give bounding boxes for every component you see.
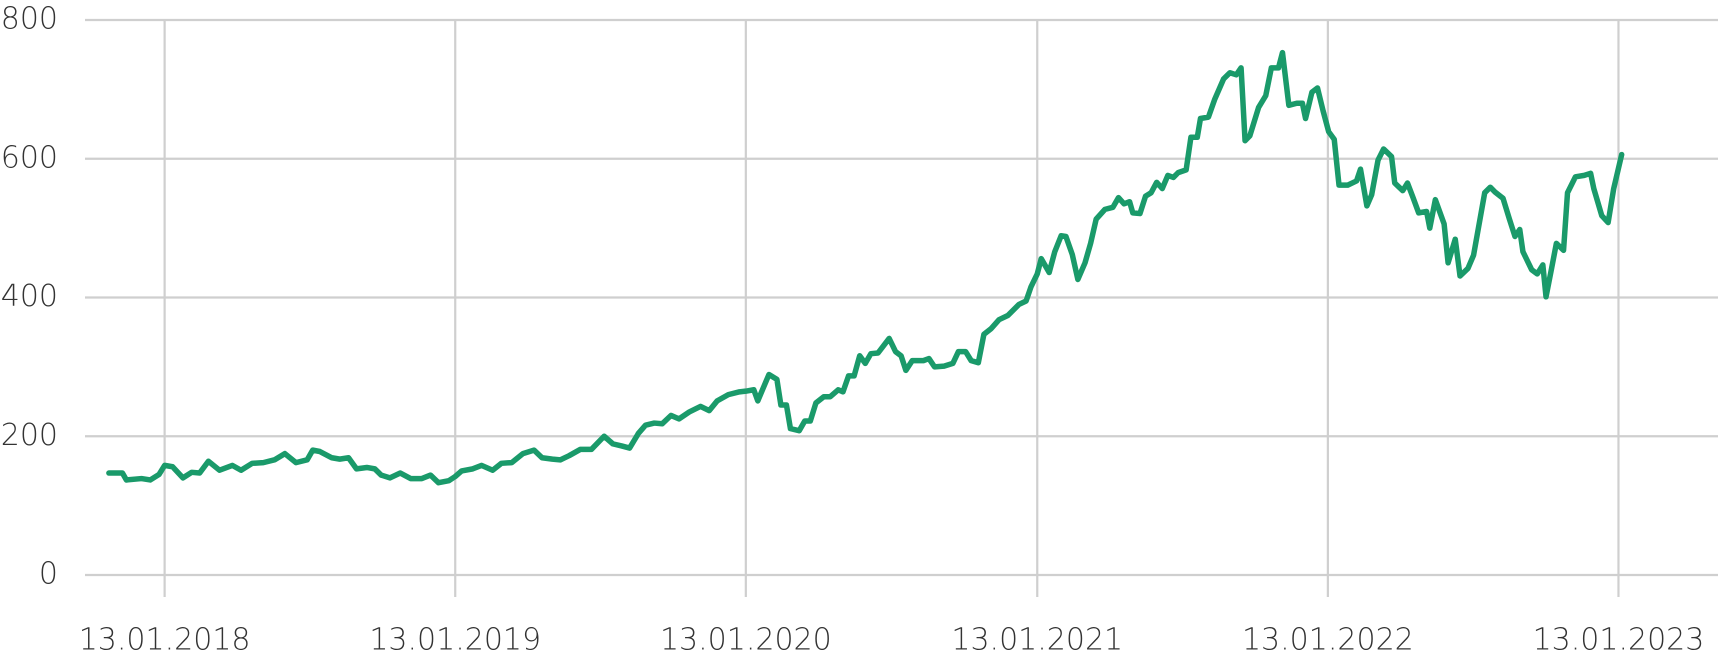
x-tick-label: 13.01.2019	[369, 623, 541, 658]
y-tick-label: 400	[1, 279, 58, 314]
x-tick-label: 13.01.2021	[951, 623, 1123, 658]
x-tick-label: 13.01.2023	[1533, 623, 1705, 658]
y-tick-label: 800	[1, 2, 58, 37]
y-tick-label: 0	[39, 557, 58, 592]
y-tick-label: 200	[1, 418, 58, 453]
line-series	[106, 49, 1625, 486]
x-tick-label: 13.01.2020	[660, 623, 832, 658]
x-tick-label: 13.01.2022	[1242, 623, 1414, 658]
y-tick-label: 600	[1, 140, 58, 175]
x-tick-label: 13.01.2018	[79, 623, 251, 658]
